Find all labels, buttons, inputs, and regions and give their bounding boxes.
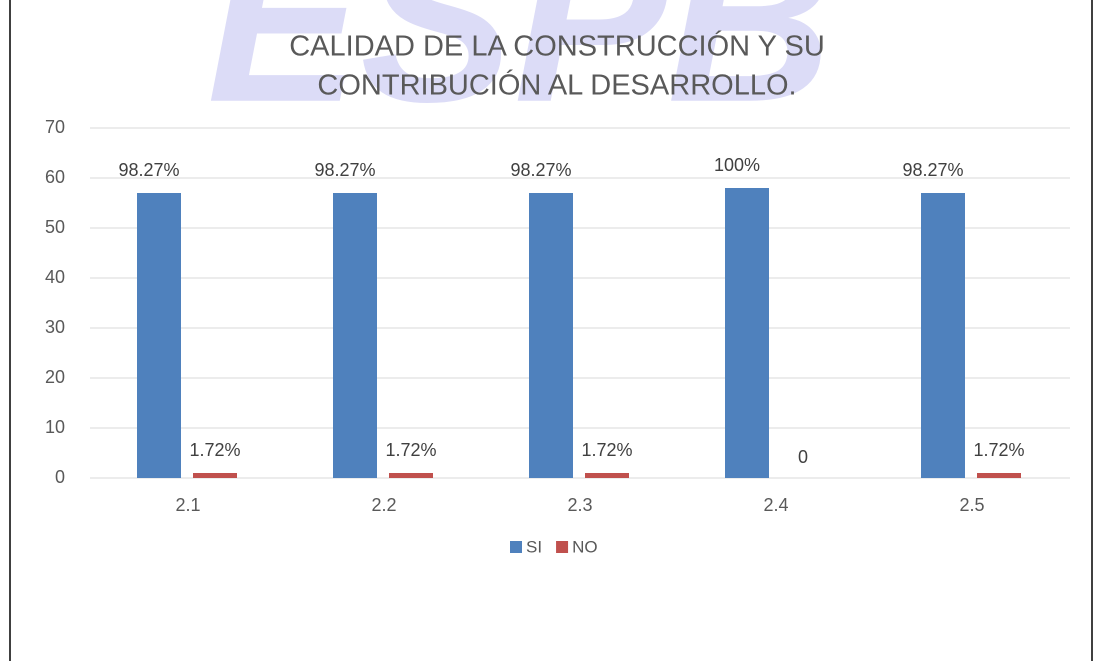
- x-tick-label: 2.5: [959, 495, 984, 515]
- data-label: 98.27%: [902, 160, 963, 180]
- bar: [333, 193, 377, 478]
- y-tick-label: 30: [45, 317, 65, 337]
- bar: [585, 473, 629, 478]
- watermark: ESPB: [207, 0, 833, 150]
- bar: [977, 473, 1021, 478]
- x-tick-label: 2.1: [175, 495, 200, 515]
- x-tick-label: 2.2: [371, 495, 396, 515]
- bar: [137, 193, 181, 478]
- bar: [725, 188, 769, 478]
- y-tick-label: 20: [45, 367, 65, 387]
- data-label: 100%: [714, 155, 760, 175]
- bar: [921, 193, 965, 478]
- y-tick-label: 40: [45, 267, 65, 287]
- data-label: 98.27%: [118, 160, 179, 180]
- data-label: 98.27%: [510, 160, 571, 180]
- bar: [389, 473, 433, 478]
- data-label: 1.72%: [385, 440, 436, 460]
- data-label: 1.72%: [189, 440, 240, 460]
- y-tick-label: 0: [55, 467, 65, 487]
- data-label: 0: [798, 447, 808, 467]
- y-tick-label: 50: [45, 217, 65, 237]
- data-label: 98.27%: [314, 160, 375, 180]
- chart-title: CONTRIBUCIÓN AL DESARROLLO.: [317, 69, 796, 102]
- data-label: 1.72%: [973, 440, 1024, 460]
- legend-swatch: [510, 541, 522, 553]
- legend-label: SI: [526, 537, 542, 556]
- bar: [529, 193, 573, 478]
- data-label: 1.72%: [581, 440, 632, 460]
- legend-label: NO: [572, 537, 598, 556]
- x-tick-label: 2.4: [763, 495, 788, 515]
- bar: [193, 473, 237, 478]
- y-tick-label: 60: [45, 167, 65, 187]
- y-tick-label: 10: [45, 417, 65, 437]
- y-tick-label: 70: [45, 117, 65, 137]
- chart-title: CALIDAD DE LA CONSTRUCCIÓN Y SU: [289, 30, 825, 63]
- legend-swatch: [556, 541, 569, 553]
- x-tick-label: 2.3: [567, 495, 592, 515]
